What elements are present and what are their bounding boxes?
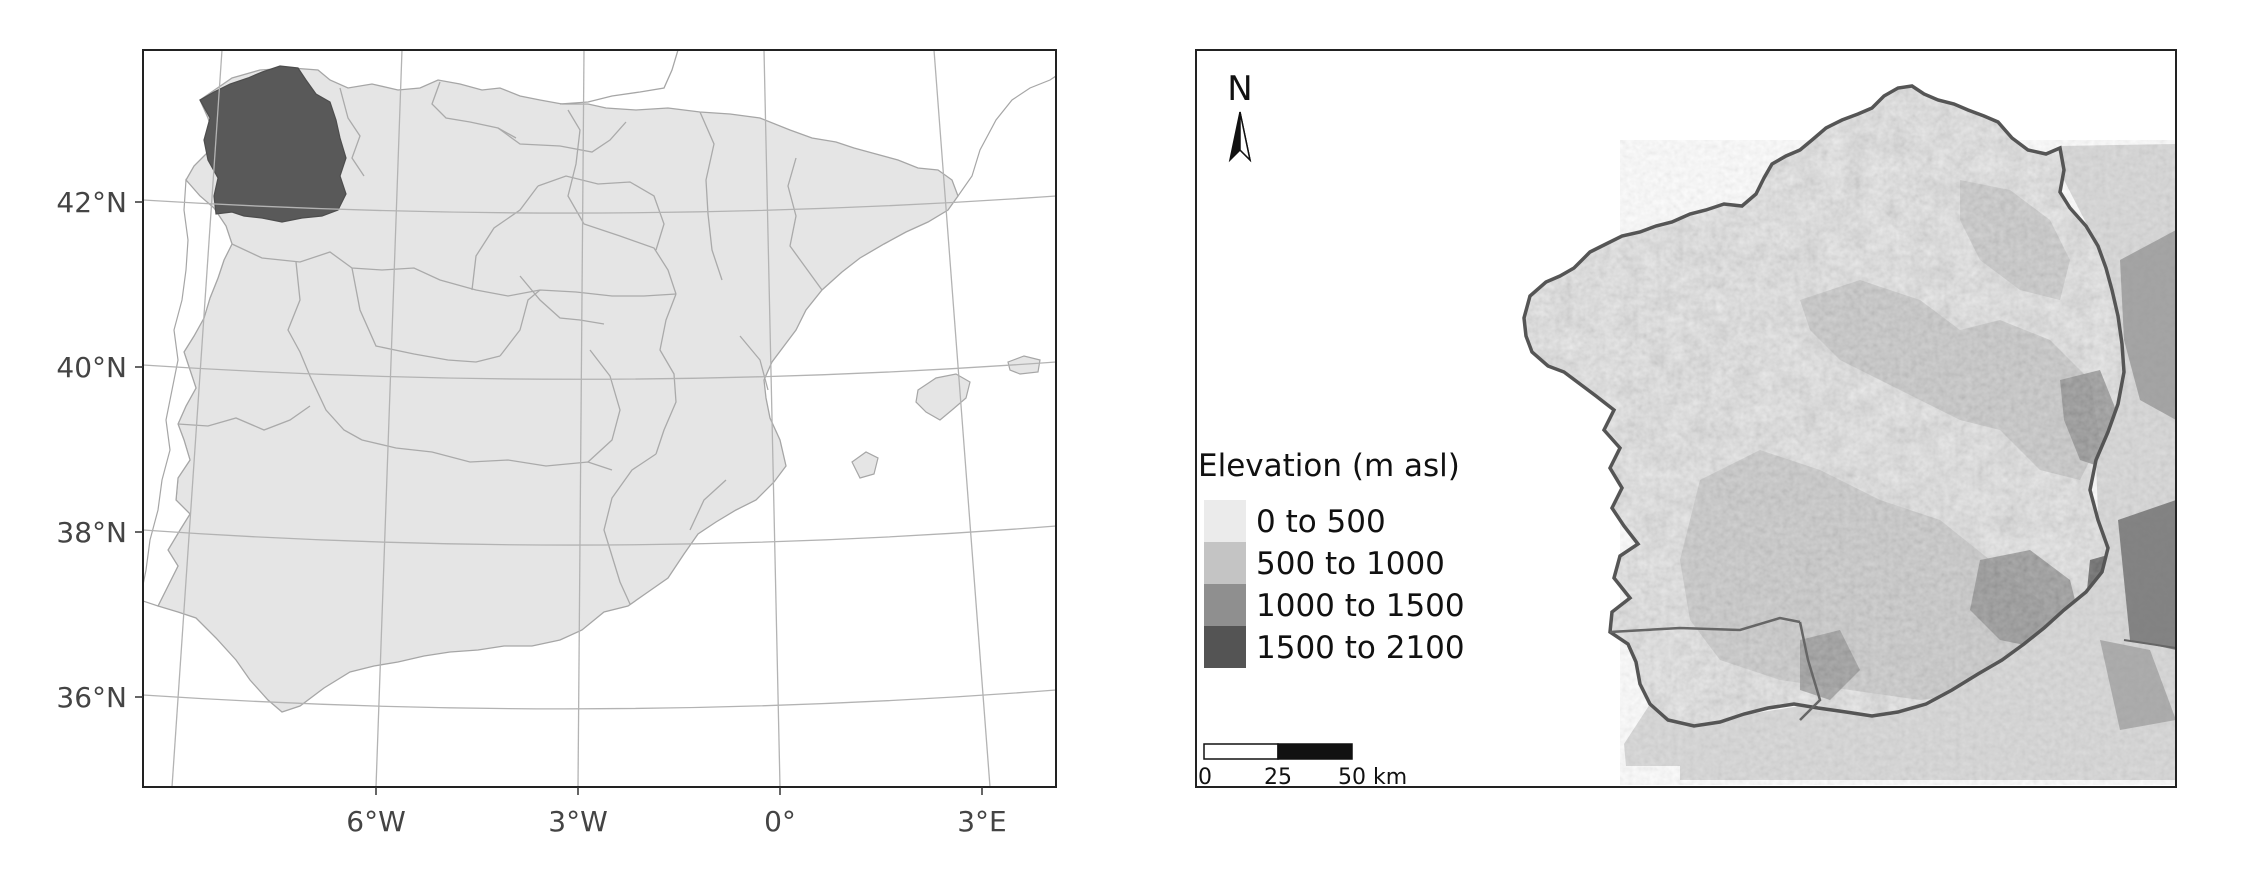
- legend-swatch-2: [1204, 584, 1246, 626]
- legend-label-2: 1000 to 1500: [1256, 588, 1465, 624]
- legend-swatch-1: [1204, 542, 1246, 584]
- legend-label-1: 500 to 1000: [1256, 546, 1445, 582]
- france-east-coast: [957, 75, 1056, 197]
- region-borders: [177, 81, 823, 605]
- elevation-legend: Elevation (m asl) 0 to 500 500 to 1000 1…: [1198, 448, 1465, 668]
- lat-label-42: 42°N: [56, 186, 127, 219]
- lat-label-40: 40°N: [56, 351, 127, 384]
- lat-label-36: 36°N: [56, 681, 127, 714]
- scale-label-50: 50 km: [1338, 765, 1407, 790]
- scale-bar-white-segment: [1203, 743, 1279, 760]
- lon-label-6w: 6°W: [346, 805, 406, 838]
- portugal-area: [143, 178, 233, 607]
- france-coast: [559, 50, 679, 105]
- right-map-panel: N Elevation (m asl) 0 to 500 500 to 1000…: [1195, 49, 2177, 790]
- north-arrow-label: N: [1227, 69, 1252, 109]
- dem-internal-boundary: [1609, 616, 1801, 634]
- left-axis-ticks: [135, 201, 983, 795]
- lon-label-0: 0°: [764, 805, 796, 838]
- scale-label-25: 25: [1264, 765, 1292, 790]
- scale-bar: 0 25 50 km: [1198, 743, 1407, 790]
- zone-east-high-c: [2100, 640, 2176, 730]
- legend-title: Elevation (m asl): [1198, 448, 1460, 484]
- zone-east-high-b: [2118, 500, 2176, 650]
- left-map-panel: 42°N 40°N 38°N 36°N 6°W 3°W 0° 3°E: [56, 49, 1057, 838]
- left-map-frame: [142, 49, 1057, 788]
- legend-label-3: 1500 to 2100: [1256, 630, 1465, 666]
- dem-internal-boundary-2: [1798, 621, 1822, 721]
- north-arrow: N: [1227, 69, 1253, 163]
- zone-east-high-a: [2120, 230, 2176, 420]
- scale-label-0: 0: [1198, 765, 1212, 790]
- galicia-highlight: [199, 65, 347, 223]
- lon-label-3w: 3°W: [548, 805, 608, 838]
- mallorca: [915, 373, 971, 421]
- scale-bar-black-segment: [1277, 743, 1353, 760]
- dem-internal-boundary-3: [2123, 639, 2176, 649]
- galicia-dem: [1524, 86, 2124, 726]
- lon-label-3e: 3°E: [957, 805, 1007, 838]
- legend-swatch-0: [1204, 500, 1246, 542]
- ibiza: [851, 451, 879, 479]
- legend-swatch-3: [1204, 626, 1246, 668]
- latitude-labels: 42°N 40°N 38°N 36°N: [56, 186, 127, 714]
- right-map-frame: [1195, 49, 2177, 788]
- menorca: [1007, 355, 1041, 375]
- legend-label-0: 0 to 500: [1256, 504, 1386, 540]
- longitude-labels: 6°W 3°W 0° 3°E: [346, 805, 1007, 838]
- lat-label-38: 38°N: [56, 516, 127, 549]
- graticule: [143, 50, 1056, 787]
